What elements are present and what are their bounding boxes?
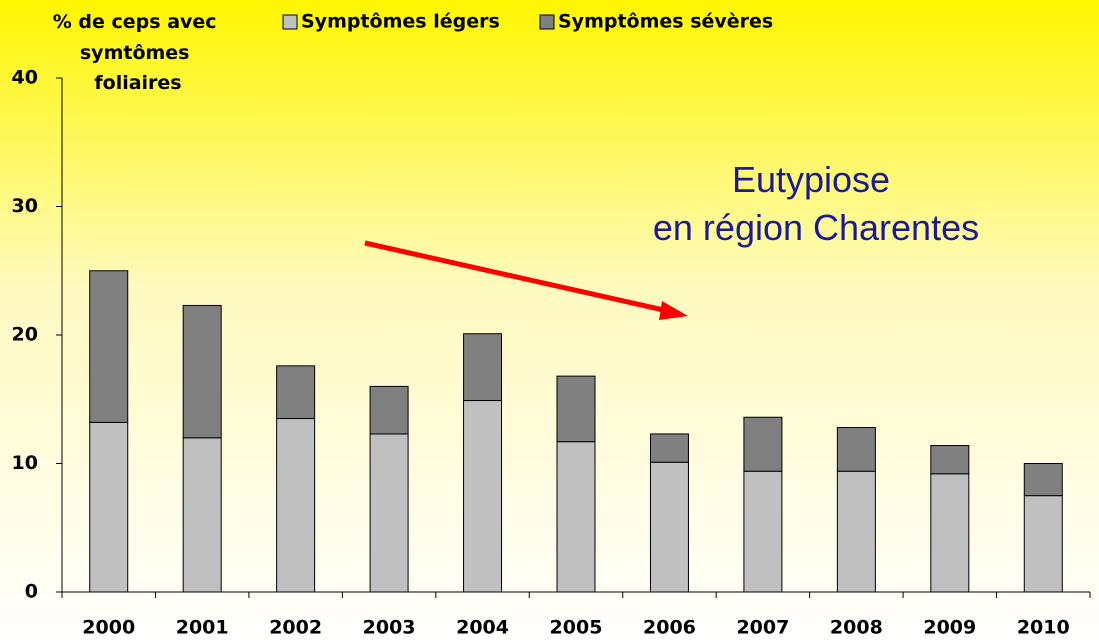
y-tick-label: 30 <box>12 195 38 217</box>
bar-segment <box>276 418 316 593</box>
x-tick-label: 2002 <box>269 617 322 639</box>
bar-segment <box>276 365 316 420</box>
legend-label: Symptômes sévères <box>558 11 773 33</box>
bar-segment <box>836 470 876 593</box>
x-tick-label: 2000 <box>82 617 135 639</box>
bar-segment <box>743 470 783 593</box>
y-axis-title-line: symtômes <box>80 42 190 64</box>
bar-segment <box>463 333 503 402</box>
bar-segment <box>556 441 596 593</box>
bar-segment <box>743 416 783 472</box>
bar-segment <box>89 421 129 593</box>
x-tick-label: 2009 <box>923 617 976 639</box>
legend-label: Symptômes légers <box>301 11 500 33</box>
bar-segment <box>649 433 689 463</box>
annotation: Eutypiose en région Charentes <box>653 159 979 248</box>
bar-segment <box>463 400 503 593</box>
y-tick-label: 0 <box>25 581 38 603</box>
annotation-line: en région Charentes <box>653 207 979 248</box>
bar-segment <box>556 375 596 443</box>
bar-segment <box>369 385 409 435</box>
y-axis-title-line: % de ceps avec <box>53 11 217 33</box>
x-tick-label: 2007 <box>736 617 789 639</box>
x-tick-label: 2004 <box>456 617 509 639</box>
x-tick-label: 2008 <box>830 617 883 639</box>
bar-segment <box>836 427 876 472</box>
annotation-line: Eutypiose <box>732 159 890 200</box>
legend-swatch <box>282 14 298 30</box>
bar-segment <box>1023 463 1063 497</box>
y-axis-title: % de ceps avec symtômes foliaires <box>53 11 223 94</box>
y-tick-label: 10 <box>12 452 38 474</box>
bar-segment <box>1023 495 1063 593</box>
bar-segment <box>649 461 689 593</box>
bar-segment <box>930 445 970 475</box>
x-tick-label: 2003 <box>363 617 416 639</box>
bar-segment <box>89 270 129 423</box>
y-axis-title-line: foliaires <box>94 72 181 94</box>
bar-segment <box>930 473 970 593</box>
legend-swatch <box>539 14 555 30</box>
bar-segment <box>369 433 409 593</box>
trend-arrow-head <box>659 301 688 320</box>
y-tick-label: 20 <box>12 324 38 346</box>
trend-arrow <box>364 240 669 314</box>
x-tick-label: 2001 <box>176 617 229 639</box>
bar-segment <box>182 304 222 439</box>
x-tick-label: 2010 <box>1017 617 1070 639</box>
bar-segment <box>182 437 222 593</box>
x-tick-label: 2005 <box>550 617 603 639</box>
x-tick-label: 2006 <box>643 617 696 639</box>
y-tick-label: 40 <box>12 67 38 89</box>
